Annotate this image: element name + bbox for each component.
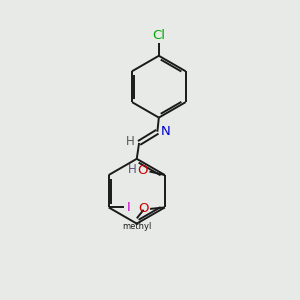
Text: N: N (160, 125, 170, 138)
Text: O: O (138, 202, 148, 215)
Text: H: H (126, 135, 134, 148)
Text: O: O (137, 164, 148, 177)
Text: I: I (126, 201, 130, 214)
Text: methyl: methyl (122, 222, 152, 231)
Text: Cl: Cl (152, 28, 165, 42)
Text: H: H (128, 163, 136, 176)
